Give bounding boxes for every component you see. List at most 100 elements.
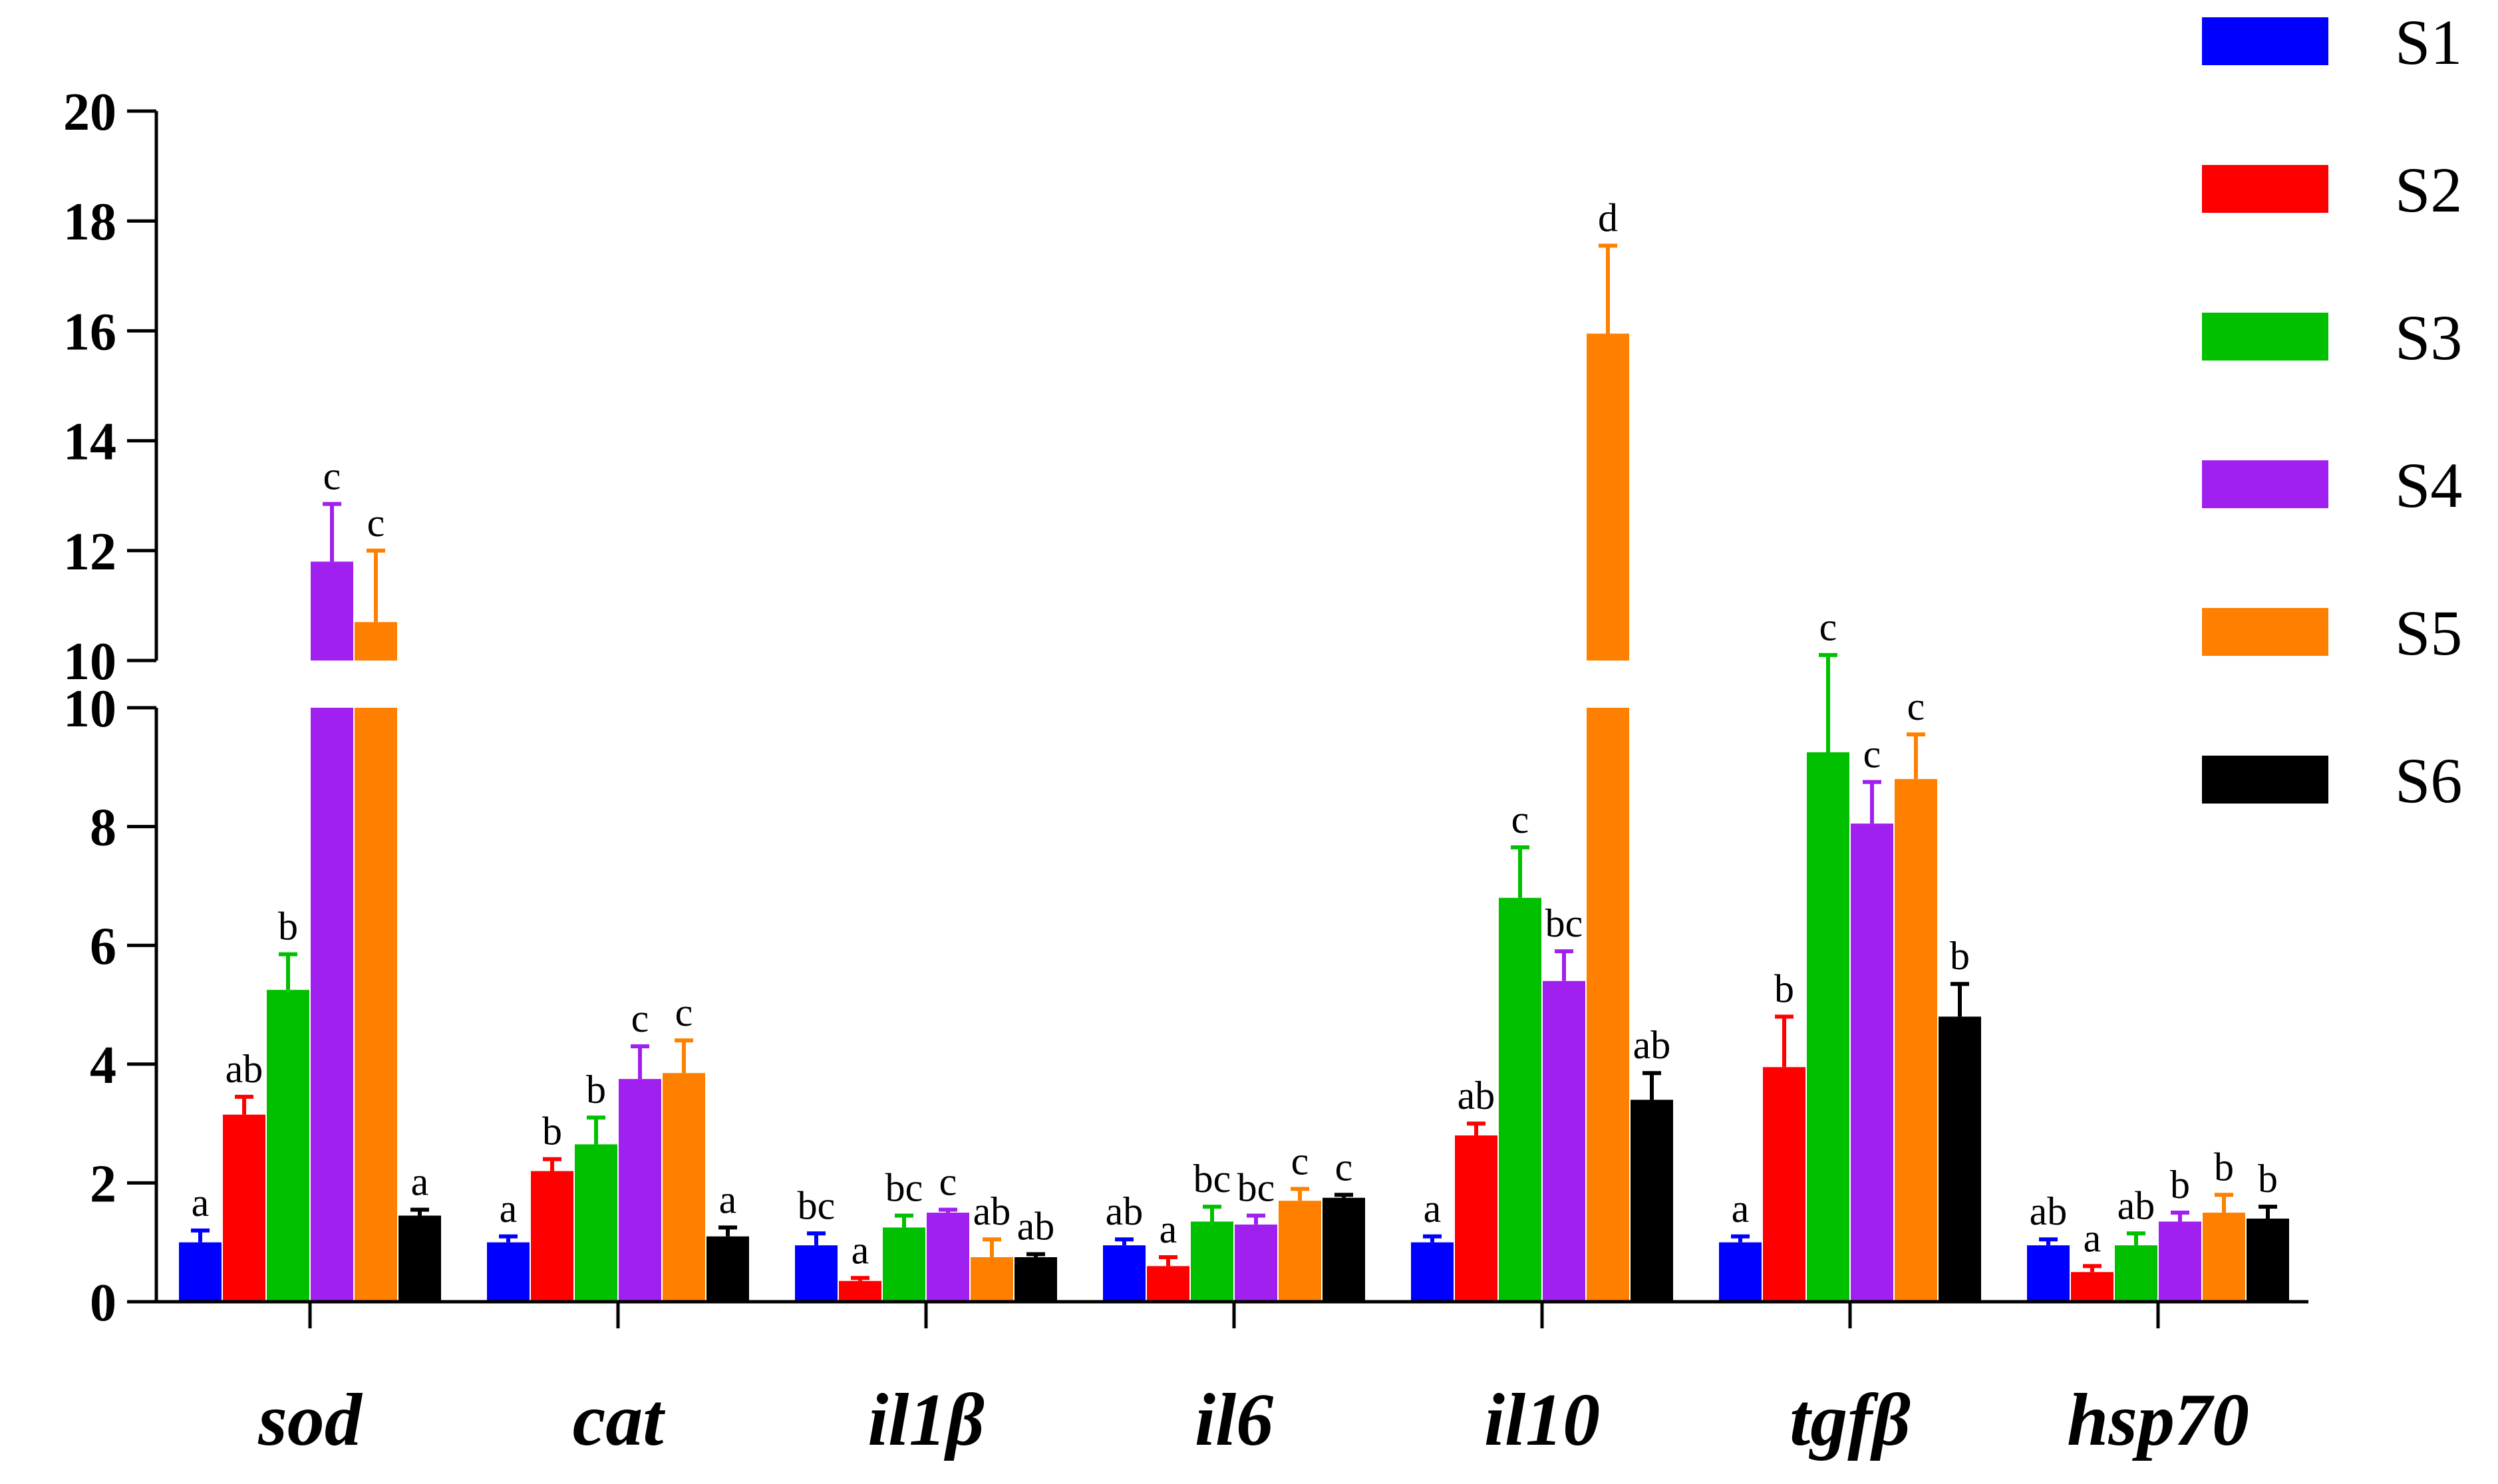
bar-il1β-S1	[795, 1245, 838, 1302]
y-tick-label-lower-2: 2	[90, 1155, 116, 1213]
bar-tgfβ-S3	[1807, 752, 1849, 1302]
sig-letter-sod-S4: c	[323, 454, 341, 498]
sig-letter-il6-S1: ab	[1106, 1189, 1144, 1233]
legend-swatch-S4	[2202, 460, 2328, 508]
sig-letter-cat-S5: c	[675, 990, 693, 1034]
x-tick-label-il1β: il1β	[867, 1379, 985, 1461]
bar-cat-S6	[706, 1236, 749, 1302]
bar-hsp70-S4	[2159, 1221, 2201, 1302]
bar-cat-S5	[663, 1073, 705, 1302]
y-tick-label-upper-12: 12	[63, 523, 116, 581]
sig-letter-hsp70-S1: ab	[2030, 1189, 2068, 1233]
bar-tgfβ-S2	[1763, 1067, 1805, 1302]
bar-il6-S6	[1323, 1197, 1365, 1302]
bar-il10-S3	[1499, 897, 1541, 1302]
legend-label-S5: S5	[2395, 597, 2462, 668]
legend-swatch-S3	[2202, 313, 2328, 361]
bar-il6-S4	[1235, 1224, 1277, 1302]
sig-letter-il6-S6: c	[1335, 1145, 1353, 1189]
bar-sod-S2	[223, 1114, 265, 1302]
bar-il6-S1	[1103, 1245, 1146, 1302]
sig-letter-il6-S2: a	[1160, 1207, 1177, 1251]
sig-letter-hsp70-S5: b	[2214, 1145, 2234, 1189]
bar-hsp70-S5	[2203, 1213, 2245, 1302]
sig-letter-il1β-S4: c	[939, 1160, 957, 1204]
y-tick-label-upper-20: 20	[63, 83, 116, 142]
bar-il10-S6	[1631, 1100, 1673, 1302]
sig-letter-il10-S5: d	[1598, 196, 1618, 239]
sig-letter-il6-S4: bc	[1237, 1166, 1275, 1210]
y-tick-label-lower-4: 4	[90, 1036, 116, 1095]
bar-sod-S5	[355, 708, 397, 1302]
bar-il1β-S3	[883, 1227, 925, 1302]
bar-il10-S5	[1587, 708, 1629, 1302]
legend-swatch-S6	[2202, 756, 2328, 804]
bar-cat-S4	[619, 1079, 661, 1302]
bar-sod-S4	[311, 708, 353, 1302]
bar-cat-S3	[575, 1144, 617, 1302]
legend-swatch-S5	[2202, 608, 2328, 656]
y-tick-label-lower-6: 6	[90, 917, 116, 976]
y-tick-label-upper-16: 16	[63, 303, 116, 361]
sig-letter-sod-S5: c	[367, 501, 385, 545]
sig-letter-tgfβ-S4: c	[1863, 732, 1881, 776]
sig-letter-tgfβ-S5: c	[1907, 684, 1925, 728]
bar-il1β-S6	[1015, 1257, 1057, 1302]
sig-letter-il1β-S1: bc	[798, 1183, 836, 1227]
bars-layer	[179, 243, 2289, 1302]
sig-letter-sod-S2: ab	[226, 1047, 263, 1091]
legend-label-S2: S2	[2395, 154, 2462, 225]
bar-il6-S5	[1279, 1201, 1321, 1302]
sig-letter-il10-S2: ab	[1458, 1074, 1495, 1117]
bar-il10-S2	[1455, 1135, 1497, 1302]
bar-cat-S1	[487, 1242, 530, 1302]
sig-letter-il10-S1: a	[1424, 1187, 1442, 1231]
x-tick-label-sod: sod	[257, 1379, 363, 1461]
bar-il1β-S5	[971, 1257, 1013, 1302]
bar-tgfβ-S4	[1851, 823, 1893, 1302]
legend-swatch-S2	[2202, 165, 2328, 213]
sig-letter-cat-S2: b	[542, 1110, 562, 1153]
bar-il10-S5-upper	[1587, 333, 1629, 661]
y-tick-label-upper-14: 14	[63, 413, 116, 472]
y-tick-label-lower-8: 8	[90, 799, 116, 857]
sig-letter-il1β-S2: a	[852, 1228, 869, 1272]
bar-hsp70-S3	[2115, 1245, 2157, 1302]
sig-letter-il1β-S5: ab	[973, 1189, 1011, 1233]
sig-letter-sod-S1: a	[192, 1181, 210, 1225]
sig-letter-cat-S4: c	[631, 996, 649, 1040]
bar-il1β-S2	[839, 1280, 881, 1302]
sig-letter-il1β-S3: bc	[885, 1166, 923, 1210]
x-tick-label-il6: il6	[1195, 1379, 1273, 1461]
y-tick-label-lower-0: 0	[90, 1274, 116, 1332]
legend-label-S6: S6	[2395, 745, 2462, 816]
y-tick-label-upper-10: 10	[63, 633, 116, 691]
bar-il10-S4	[1543, 980, 1585, 1302]
legend-label-S1: S1	[2395, 7, 2462, 78]
x-tick-label-hsp70: hsp70	[2067, 1379, 2249, 1461]
sig-letter-hsp70-S4: b	[2170, 1163, 2190, 1207]
sig-letter-sod-S3: b	[278, 905, 298, 949]
bar-hsp70-S6	[2247, 1218, 2289, 1302]
x-tick-label-il10: il10	[1484, 1379, 1600, 1461]
legend-label-S4: S4	[2395, 450, 2462, 521]
bar-sod-S3	[267, 990, 309, 1302]
bar-hsp70-S1	[2027, 1245, 2070, 1302]
x-tick-label-tgfβ: tgfβ	[1790, 1379, 1911, 1461]
sig-letter-il6-S5: c	[1291, 1139, 1309, 1183]
bar-il6-S2	[1147, 1266, 1189, 1302]
bar-il10-S1	[1411, 1242, 1454, 1302]
sig-letter-cat-S6: a	[719, 1177, 737, 1221]
y-tick-label-lower-10: 10	[63, 680, 116, 738]
sig-letter-hsp70-S3: ab	[2117, 1183, 2155, 1227]
bar-sod-S4-upper	[311, 561, 353, 661]
sig-letter-sod-S6: a	[411, 1160, 429, 1204]
bar-tgfβ-S1	[1719, 1242, 1762, 1302]
bar-il6-S3	[1191, 1221, 1233, 1302]
bar-il1β-S4	[927, 1213, 969, 1302]
sig-letter-cat-S1: a	[500, 1187, 518, 1231]
legend-swatch-S1	[2202, 17, 2328, 65]
y-tick-label-upper-18: 18	[63, 193, 116, 251]
sig-letter-cat-S3: b	[586, 1068, 606, 1112]
